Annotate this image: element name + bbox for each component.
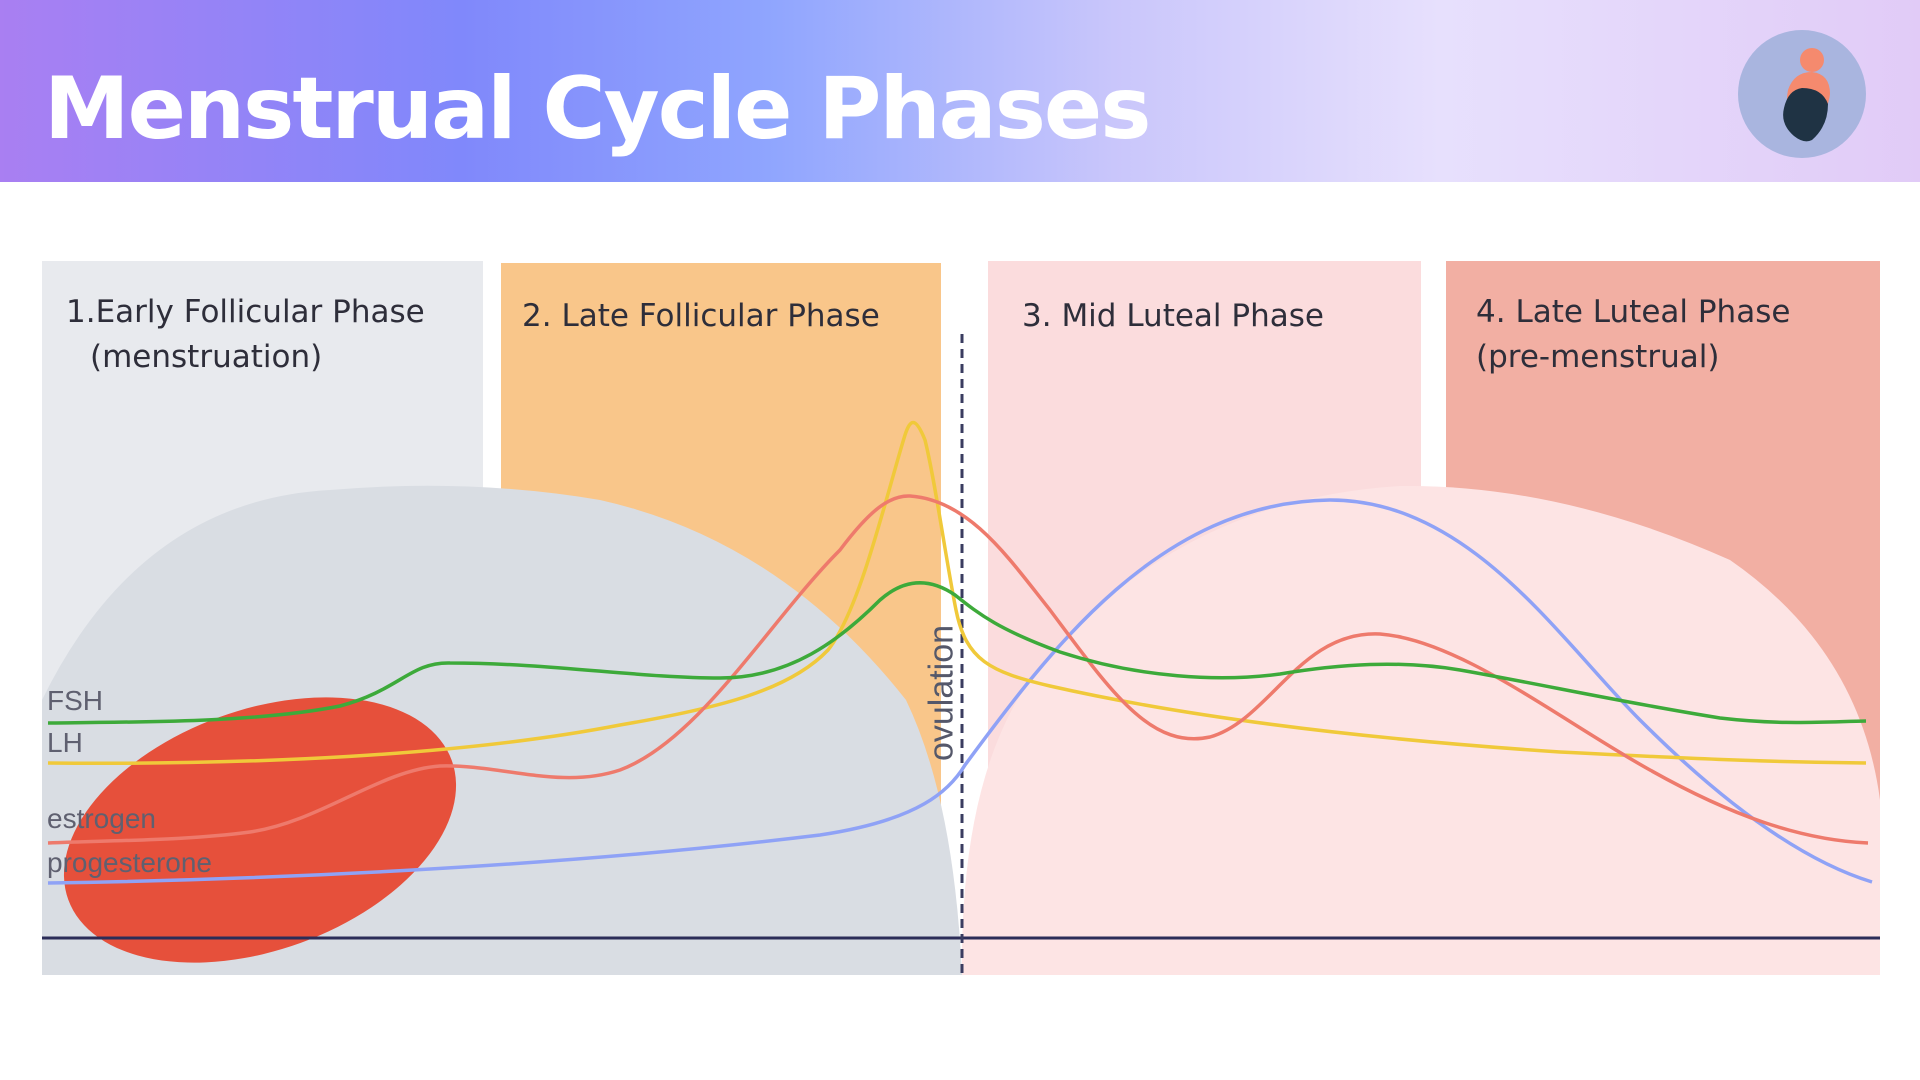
phase-1-label: 1.Early Follicular Phase (menstruation) (66, 290, 425, 380)
phase-4-title: Late Luteal Phase (1515, 294, 1791, 330)
luteal-dome (961, 485, 1880, 975)
phase-1-title: Early Follicular Phase (95, 294, 425, 330)
phase-1-subtitle: (menstruation) (90, 339, 323, 375)
phase-4-label: 4. Late Luteal Phase (pre-menstrual) (1476, 290, 1790, 380)
person-avatar-icon (1738, 30, 1866, 158)
phase-3-title: Mid Luteal Phase (1061, 298, 1324, 334)
estrogen-label: estrogen (47, 803, 156, 834)
phase-3-number: 3. (1022, 298, 1052, 334)
phase-3-label: 3. Mid Luteal Phase (1022, 294, 1324, 339)
page-title: Menstrual Cycle Phases (44, 59, 1151, 159)
lh-curve (47, 420, 1867, 766)
progesterone-label: progesterone (47, 847, 213, 878)
phase-2-number: 2. (522, 298, 552, 334)
phase-1-number: 1. (66, 294, 96, 330)
phase-4-number: 4. (1476, 294, 1506, 330)
phase-2-label: 2. Late Follicular Phase (522, 294, 880, 339)
fsh-curve (47, 581, 1867, 725)
progesterone-curve (47, 498, 1873, 885)
header-banner: Menstrual Cycle Phases (0, 0, 1920, 182)
ovulation-label: ovulation (922, 624, 961, 762)
phase-4-subtitle: (pre-menstrual) (1476, 339, 1720, 375)
lh-label: LH (47, 727, 83, 758)
phase-2-title: Late Follicular Phase (561, 298, 880, 334)
fsh-label: FSH (47, 685, 103, 716)
